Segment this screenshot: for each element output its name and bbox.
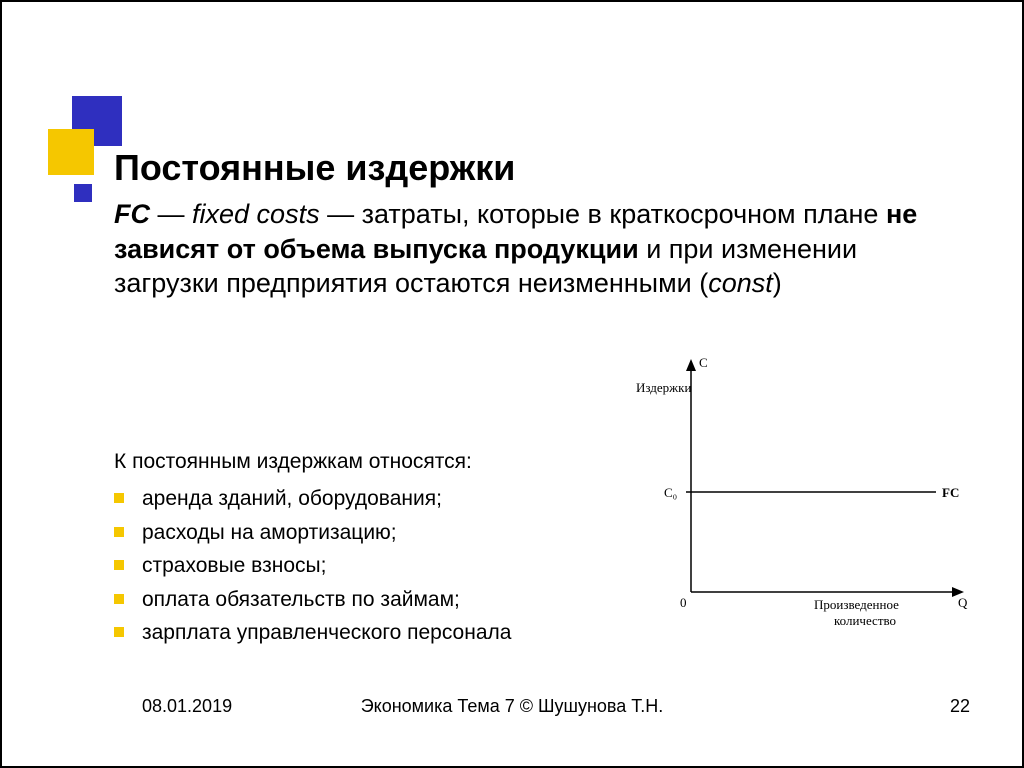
y-tick-label: C₀ — [664, 485, 677, 500]
list-item: страховые взносы; — [114, 549, 511, 583]
text-1: затраты, которые в краткосрочном плане — [362, 199, 886, 229]
list-item: расходы на амортизацию; — [114, 516, 511, 550]
const-term: const — [708, 268, 773, 298]
slide: Постоянные издержки FC — fixed costs — з… — [0, 0, 1024, 768]
list-item: аренда зданий, оборудования; — [114, 482, 511, 516]
text-3: ) — [773, 268, 782, 298]
list-item: оплата обязательств по займам; — [114, 583, 511, 617]
origin-label: 0 — [680, 595, 687, 610]
fc-chart: C Издержки C₀ FC 0 Q Произведенное колич… — [636, 347, 976, 637]
dash: — — [320, 199, 362, 229]
footer: 08.01.2019 Экономика Тема 7 © Шушунова Т… — [2, 696, 1022, 720]
y-axis-arrow — [686, 359, 696, 371]
body-paragraph: FC — fixed costs — затраты, которые в кр… — [114, 197, 934, 301]
deco-square-yellow — [48, 129, 94, 175]
y-top-label: C — [699, 355, 708, 370]
x-axis-label-1: Произведенное — [814, 597, 899, 612]
x-axis-label-2: количество — [834, 613, 896, 628]
fc-line-label: FC — [942, 485, 959, 500]
abbr-fc: FC — [114, 199, 150, 229]
footer-page: 22 — [950, 696, 970, 717]
slide-title: Постоянные издержки — [114, 147, 515, 189]
footer-center: Экономика Тема 7 © Шушунова Т.Н. — [2, 696, 1022, 717]
list-heading: К постоянным издержкам относятся: — [114, 450, 472, 474]
deco-square-blue-small — [74, 184, 92, 202]
x-end-label: Q — [958, 595, 968, 610]
dash: — — [150, 199, 192, 229]
bullet-list: аренда зданий, оборудования; расходы на … — [114, 482, 511, 650]
latin-term: fixed costs — [192, 199, 320, 229]
list-item: зарплата управленческого персонала — [114, 616, 511, 650]
y-axis-label: Издержки — [636, 380, 691, 395]
